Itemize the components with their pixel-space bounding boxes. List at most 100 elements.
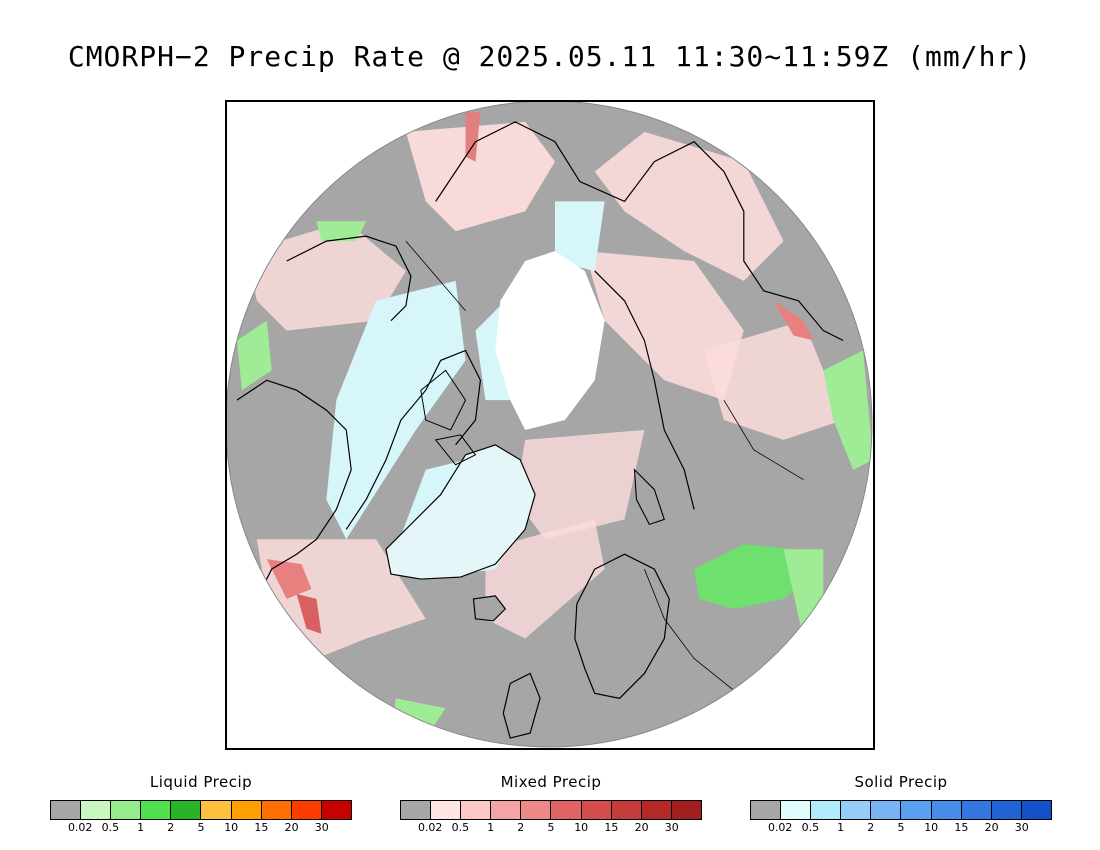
legend-swatch <box>641 801 672 819</box>
legend-tick: 2 <box>167 821 175 834</box>
legend-solid-ticks: 0.02 0.5 1 2 5 10 15 20 30 <box>750 821 1052 835</box>
legend-swatch <box>581 801 612 819</box>
canadian-arctic-coastline <box>345 349 482 530</box>
greenland-landmass <box>385 444 536 580</box>
legend-tick: 15 <box>254 821 269 834</box>
mixed-precip-area <box>594 131 784 281</box>
legend-swatch <box>931 801 962 819</box>
legend-liquid-colorbar <box>50 800 352 820</box>
liquid-precip-area <box>823 350 873 470</box>
mixed-precip-area <box>246 221 406 331</box>
legend-swatch <box>231 801 262 819</box>
legend-mixed-title: Mixed Precip <box>500 773 602 791</box>
no-data-area <box>495 251 605 430</box>
legend-tick: 0.02 <box>67 821 93 834</box>
legend-mixed: Mixed Precip 0.02 0.5 1 2 5 10 15 20 30 <box>400 772 702 835</box>
legend-tick: 20 <box>284 821 299 834</box>
mixed-precip-area <box>773 300 814 341</box>
legend-tick: 2 <box>517 821 525 834</box>
legend-swatch <box>201 801 232 819</box>
precip-layer <box>236 111 873 739</box>
liquid-precip-area <box>236 320 272 391</box>
legend-tick: 0.02 <box>767 821 793 834</box>
legend-swatch <box>321 801 351 819</box>
legend-swatch <box>291 801 322 819</box>
mixed-precip-area <box>704 320 844 440</box>
legend-swatch <box>521 801 552 819</box>
solid-precip-area <box>326 280 466 540</box>
legend-swatch <box>671 801 701 819</box>
legend-swatch <box>81 801 112 819</box>
legend-tick: 2 <box>867 821 875 834</box>
legend-tick: 10 <box>224 821 239 834</box>
legend-swatch <box>841 801 872 819</box>
mixed-precip-area <box>485 519 605 639</box>
legend-swatch <box>111 801 142 819</box>
legend-mixed-colorbar <box>400 800 702 820</box>
legend-tick: 5 <box>897 821 905 834</box>
legend-liquid-ticks: 0.02 0.5 1 2 5 10 15 20 30 <box>50 821 352 835</box>
legend-swatch <box>141 801 172 819</box>
russia-arctic-coastline <box>594 270 695 510</box>
legend-swatch <box>961 801 992 819</box>
legend-tick: 30 <box>1014 821 1029 834</box>
polar-disc-outline <box>227 102 873 748</box>
legend-swatch <box>401 801 432 819</box>
legend-tick: 20 <box>984 821 999 834</box>
legend-tick: 1 <box>137 821 145 834</box>
legend-solid: Solid Precip 0.02 0.5 1 2 5 10 15 20 30 <box>750 772 1052 835</box>
legend-tick: 1 <box>487 821 495 834</box>
solid-precip-area <box>554 201 605 271</box>
legend-tick: 0.5 <box>101 821 120 834</box>
legend-swatch <box>461 801 492 819</box>
legend-tick: 20 <box>634 821 649 834</box>
legend-swatch <box>811 801 842 819</box>
legend-tick: 10 <box>924 821 939 834</box>
legend-tick: 30 <box>314 821 329 834</box>
legend-swatch <box>491 801 522 819</box>
mixed-precip-area <box>266 559 312 599</box>
legend-tick: 10 <box>574 821 589 834</box>
legend-tick: 0.5 <box>801 821 820 834</box>
legend-tick: 5 <box>197 821 205 834</box>
legend-tick: 0.02 <box>417 821 443 834</box>
legend-tick: 30 <box>664 821 679 834</box>
legend-swatch <box>781 801 812 819</box>
mixed-precip-area <box>296 593 322 634</box>
legend-swatch <box>261 801 292 819</box>
mixed-precip-area <box>465 111 481 162</box>
novaya-zemlya <box>633 468 665 526</box>
legend-tick: 1 <box>837 821 845 834</box>
polar-map-svg <box>227 102 873 748</box>
legend-swatch <box>611 801 642 819</box>
mixed-precip-area <box>584 251 744 401</box>
legend-mixed-ticks: 0.02 0.5 1 2 5 10 15 20 30 <box>400 821 702 835</box>
legend-swatch <box>1021 801 1051 819</box>
siberia-coastline <box>435 121 725 203</box>
legend-solid-title: Solid Precip <box>854 773 948 791</box>
country-border <box>405 240 804 699</box>
legend-swatch <box>901 801 932 819</box>
legend-tick: 5 <box>547 821 555 834</box>
legend-tick: 15 <box>954 821 969 834</box>
north-america-coastline <box>236 379 352 600</box>
far-east-coastline <box>723 171 844 342</box>
legend-tick: 0.5 <box>451 821 470 834</box>
legend-swatch <box>991 801 1022 819</box>
map-title: CMORPH−2 Precip Rate @ 2025.05.11 11:30~… <box>67 40 1033 73</box>
legend-tick: 15 <box>604 821 619 834</box>
mixed-precip-area <box>515 429 645 540</box>
liquid-precip-area <box>316 221 367 242</box>
mixed-precip-area <box>405 121 555 232</box>
legend-swatch <box>751 801 782 819</box>
legend-swatch <box>551 801 582 819</box>
legend-solid-colorbar <box>750 800 1052 820</box>
iceland-landmass <box>472 595 507 622</box>
scandinavia-coastline <box>574 553 670 699</box>
legend-liquid-title: Liquid Precip <box>149 773 253 791</box>
precip-map <box>225 100 875 750</box>
legend-swatch <box>51 801 82 819</box>
british-isles-coastline <box>502 672 541 739</box>
alaska-coastline <box>286 235 412 322</box>
legend-swatch <box>431 801 462 819</box>
